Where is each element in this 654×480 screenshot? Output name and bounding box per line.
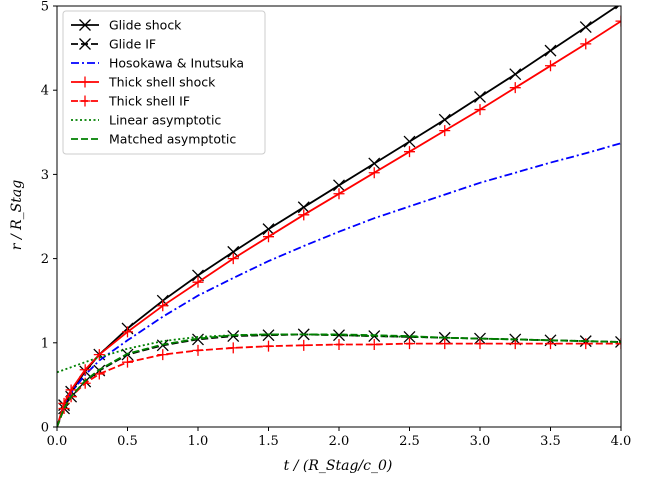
legend-marker: [79, 76, 91, 88]
x-tick-label: 2.0: [329, 434, 350, 449]
legend-label: Linear asymptotic: [109, 113, 221, 128]
legend-entry: Glide IF: [71, 37, 156, 52]
data-point: [227, 253, 239, 265]
data-point: [157, 349, 169, 361]
y-tick-label: 0: [41, 421, 49, 436]
x-tick-label: 4.0: [611, 434, 632, 449]
legend: Glide shock Glide IF Hosokawa & Inutsuka Th…: [62, 10, 266, 155]
data-point: [580, 38, 592, 50]
data-point: [509, 68, 522, 81]
data-point: [439, 125, 451, 137]
data-point: [615, 6, 620, 10]
y-tick-label: 4: [41, 84, 49, 99]
data-point: [192, 333, 204, 346]
data-point: [404, 338, 415, 350]
legend-entry: Glide shock: [71, 18, 182, 33]
legend-marker: [79, 38, 91, 50]
x-tick-label: 0.0: [47, 434, 68, 449]
data-point: [544, 44, 557, 57]
data-point: [368, 157, 381, 170]
legend-label: Thick shell shock: [108, 75, 216, 90]
data-point: [157, 300, 169, 312]
data-point: [333, 329, 345, 342]
data-point: [263, 231, 274, 243]
data-point: [79, 377, 91, 389]
data-point: [333, 179, 345, 192]
data-point: [297, 201, 310, 214]
x-tick-label: 2.5: [399, 434, 420, 449]
legend-marker: [79, 19, 91, 31]
data-point: [438, 113, 451, 126]
legend-entry: Hosokawa & Inutsuka: [71, 56, 244, 71]
series-line: [57, 342, 621, 427]
x-tick-label: 1.5: [258, 434, 279, 449]
data-point: [404, 146, 415, 158]
data-point: [403, 330, 416, 343]
data-point: [192, 276, 204, 288]
data-point: [403, 135, 416, 148]
legend-label: Hosokawa & Inutsuka: [109, 56, 244, 71]
series-4: [57, 338, 621, 427]
data-point: [368, 167, 380, 179]
x-tick-label: 1.0: [188, 434, 209, 449]
y-tick-label: 2: [41, 252, 49, 267]
data-point: [439, 338, 451, 350]
series-2: [57, 142, 621, 427]
ticks-layer: 0.0 0.5 1.0 1.5 2.0 2.5 3.0 3.5 4.0 0 1 2 3 4 5: [41, 0, 632, 449]
data-point: [333, 188, 345, 200]
legend-entry: Matched asymptotic: [71, 132, 236, 147]
y-tick-label: 1: [41, 336, 49, 351]
x-tick-label: 0.5: [117, 434, 138, 449]
series-6: [57, 333, 621, 427]
data-point: [262, 223, 275, 236]
data-point: [298, 339, 310, 351]
data-point: [93, 349, 105, 361]
legend-label: Glide shock: [109, 18, 182, 33]
series-line: [57, 20, 621, 427]
legend-label: Matched asymptotic: [109, 132, 236, 147]
data-point: [263, 340, 274, 352]
data-point: [545, 60, 556, 72]
y-tick-label: 5: [41, 0, 49, 15]
data-point: [79, 364, 91, 376]
x-axis-label: t / (R_Stag/c_0): [284, 458, 393, 474]
data-point: [227, 342, 239, 354]
legend-entry: Thick shell shock: [71, 75, 216, 90]
y-tick-label: 3: [41, 168, 49, 183]
legend-entry: Linear asymptotic: [71, 113, 221, 128]
data-point: [192, 344, 204, 356]
data-point: [474, 104, 486, 116]
legend-box: [62, 10, 266, 155]
series-layer: [57, 6, 621, 427]
data-point: [122, 356, 133, 368]
data-point: [474, 90, 486, 103]
legend-label: Glide IF: [109, 37, 156, 52]
series-line: [57, 142, 621, 427]
data-point: [580, 338, 592, 350]
data-point: [615, 335, 621, 348]
series-3: [57, 15, 621, 427]
y-axis-label: r / R_Stag: [9, 180, 25, 250]
x-tick-label: 3.5: [540, 434, 561, 449]
data-point: [579, 21, 592, 34]
data-point: [509, 82, 521, 94]
legend-label: Thick shell IF: [108, 94, 190, 109]
data-point: [58, 402, 70, 414]
data-point: [368, 338, 380, 350]
legend-entry: Thick shell IF: [71, 94, 190, 109]
series-line: [57, 333, 621, 427]
data-point: [122, 326, 133, 338]
x-tick-label: 3.0: [470, 434, 491, 449]
data-point: [615, 15, 621, 27]
data-point: [474, 338, 486, 350]
data-point: [298, 209, 310, 221]
data-point: [333, 338, 345, 350]
data-point: [615, 338, 621, 350]
legend-marker: [79, 95, 91, 107]
